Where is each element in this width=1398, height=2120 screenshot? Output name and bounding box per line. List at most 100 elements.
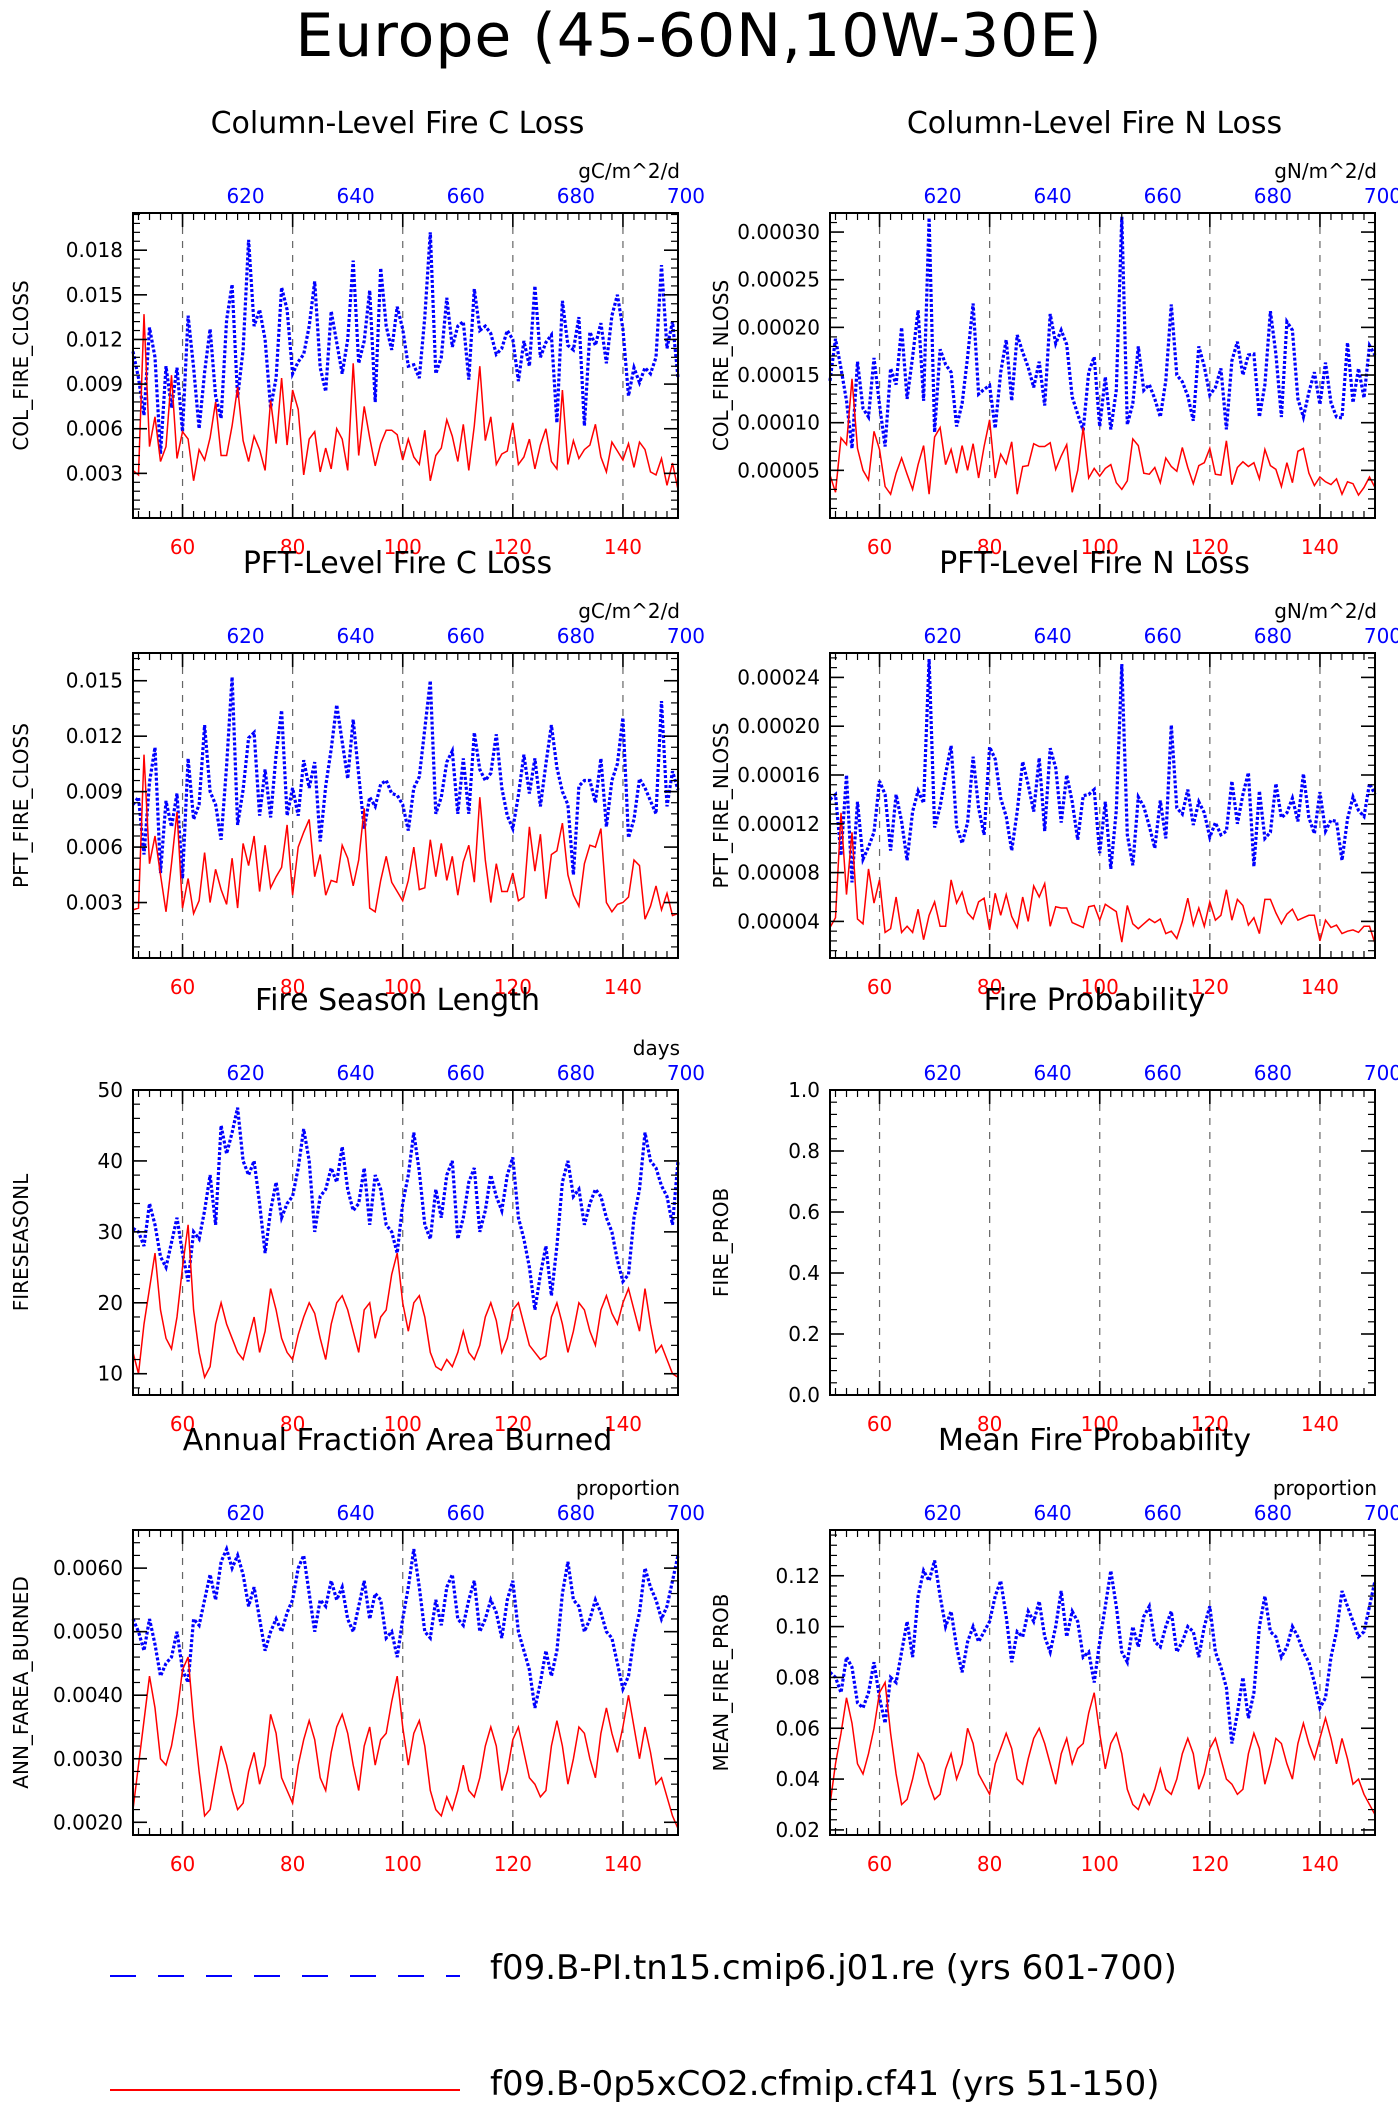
x-tick-label-top: 620 xyxy=(923,624,961,648)
series-line-case2 xyxy=(132,314,679,490)
x-tick-label-top: 700 xyxy=(667,624,705,648)
x-tick-label-top: 640 xyxy=(1034,184,1072,208)
x-tick-label-bottom: 60 xyxy=(170,975,195,999)
x-tick-label-bottom: 120 xyxy=(1191,975,1229,999)
y-tick-label: 0.8 xyxy=(788,1139,820,1163)
y-tick-label: 0.00015 xyxy=(737,363,820,387)
x-tick-label-top: 680 xyxy=(557,1061,595,1085)
x-tick-label-top: 700 xyxy=(667,1061,705,1085)
x-tick-label-bottom: 100 xyxy=(1081,975,1119,999)
y-tick-label: 0.00012 xyxy=(737,812,820,836)
y-tick-label: 0.012 xyxy=(66,724,123,748)
x-tick-label-top: 660 xyxy=(1144,1061,1182,1085)
x-tick-label-bottom: 60 xyxy=(170,1412,195,1436)
chart-pft-level-fire-n-loss: PFT-Level Fire N Loss gN/m^2/d 60 620 80 640 1… xyxy=(709,546,1398,999)
x-tick-label-top: 680 xyxy=(1254,1061,1292,1085)
units-label: gC/m^2/d xyxy=(578,159,680,183)
x-tick-label-bottom: 60 xyxy=(867,1412,892,1436)
chart-fire-season-length: Fire Season Length days 60 620 80 640 100 660 12… xyxy=(9,983,705,1436)
x-tick-label-top: 700 xyxy=(667,1501,705,1525)
y-tick-label: 10 xyxy=(98,1362,123,1386)
y-tick-label: 0.0040 xyxy=(53,1683,123,1707)
x-tick-label-top: 700 xyxy=(1364,1501,1398,1525)
series-line-case2 xyxy=(132,754,679,920)
x-tick-label-top: 660 xyxy=(447,184,485,208)
series-line-case1 xyxy=(828,1560,1377,1744)
x-tick-label-bottom: 60 xyxy=(867,535,892,559)
series-line-case2 xyxy=(829,378,1376,497)
x-tick-label-top: 700 xyxy=(1364,1061,1398,1085)
x-tick-label-top: 680 xyxy=(557,624,595,648)
x-tick-label-bottom: 140 xyxy=(1301,975,1339,999)
chart-title: Fire Season Length xyxy=(255,983,540,1018)
x-tick-label-bottom: 140 xyxy=(1301,535,1339,559)
plot-frame xyxy=(829,1089,1376,1396)
x-tick-label-top: 640 xyxy=(337,184,375,208)
y-axis-title: COL_FIRE_CLOSS xyxy=(9,280,33,450)
x-tick-label-top: 620 xyxy=(226,624,264,648)
x-tick-label-top: 620 xyxy=(226,1501,264,1525)
x-tick-label-bottom: 100 xyxy=(384,1412,422,1436)
x-tick-label-top: 640 xyxy=(1034,1501,1072,1525)
y-tick-label: 50 xyxy=(98,1078,123,1102)
y-tick-label: 0.0 xyxy=(788,1383,820,1407)
y-tick-label: 0.015 xyxy=(66,283,123,307)
x-tick-label-bottom: 100 xyxy=(1081,535,1119,559)
chart-title: PFT-Level Fire C Loss xyxy=(243,546,552,581)
y-tick-label: 0.10 xyxy=(775,1615,820,1639)
y-tick-label: 0.003 xyxy=(66,461,123,485)
y-tick-label: 0.00024 xyxy=(737,665,820,689)
x-tick-label-bottom: 120 xyxy=(494,535,532,559)
x-tick-label-top: 640 xyxy=(337,1501,375,1525)
x-tick-label-bottom: 60 xyxy=(170,535,195,559)
x-tick-label-bottom: 80 xyxy=(280,1412,305,1436)
x-tick-label-bottom: 60 xyxy=(867,975,892,999)
x-tick-label-top: 660 xyxy=(1144,184,1182,208)
y-tick-label: 0.009 xyxy=(66,372,123,396)
y-tick-label: 0.06 xyxy=(775,1716,820,1740)
units-label: days xyxy=(633,1036,680,1060)
y-tick-label: 0.012 xyxy=(66,327,123,351)
plot-frame xyxy=(132,1529,679,1836)
plot-frame xyxy=(829,1529,1376,1836)
x-tick-label-top: 640 xyxy=(1034,624,1072,648)
x-tick-label-bottom: 120 xyxy=(1191,1852,1229,1876)
chart-column-level-fire-n-loss: Column-Level Fire N Loss gN/m^2/d 60 620 80 6… xyxy=(709,106,1398,559)
y-axis-title: FIRE_PROB xyxy=(709,1188,733,1297)
x-tick-label-bottom: 100 xyxy=(384,975,422,999)
x-tick-label-bottom: 80 xyxy=(977,1412,1002,1436)
units-label: gN/m^2/d xyxy=(1274,159,1377,183)
x-tick-label-top: 700 xyxy=(1364,624,1398,648)
x-tick-label-top: 640 xyxy=(337,624,375,648)
chart-fire-probability: Fire Probability 60 620 80 640 100 660 120 680 14… xyxy=(709,983,1398,1436)
x-tick-label-top: 660 xyxy=(1144,1501,1182,1525)
x-tick-label-bottom: 60 xyxy=(170,1852,195,1876)
units-label: proportion xyxy=(1273,1476,1377,1500)
x-tick-label-top: 620 xyxy=(923,1061,961,1085)
x-tick-label-bottom: 120 xyxy=(1191,1412,1229,1436)
y-tick-label: 0.02 xyxy=(775,1818,820,1842)
chart-mean-fire-probability: Mean Fire Probability proportion 60 620 80 64… xyxy=(709,1423,1398,1876)
x-tick-label-bottom: 140 xyxy=(1301,1852,1339,1876)
series-line-case2 xyxy=(132,1224,679,1380)
y-tick-label: 0.00004 xyxy=(737,909,820,933)
y-tick-label: 0.003 xyxy=(66,891,123,915)
x-tick-label-top: 660 xyxy=(447,624,485,648)
chart-annual-fraction-area-burned: Annual Fraction Area Burned proportion 60 6… xyxy=(9,1423,705,1876)
series-line-case1 xyxy=(131,1544,680,1709)
y-tick-label: 0.00025 xyxy=(737,268,820,292)
chart-title: Annual Fraction Area Burned xyxy=(183,1423,613,1458)
x-tick-label-bottom: 120 xyxy=(1191,535,1229,559)
x-tick-label-top: 680 xyxy=(1254,1501,1292,1525)
y-tick-label: 0.00020 xyxy=(737,315,820,339)
series-line-case2 xyxy=(829,1680,1376,1816)
series-line-case1 xyxy=(828,659,1377,883)
x-tick-label-bottom: 100 xyxy=(384,1852,422,1876)
x-tick-label-bottom: 120 xyxy=(494,975,532,999)
chart-pft-level-fire-c-loss: PFT-Level Fire C Loss gC/m^2/d 60 620 80 640 1… xyxy=(9,546,705,999)
y-tick-label: 0.015 xyxy=(66,669,123,693)
series-line-case2 xyxy=(829,812,1376,944)
y-tick-label: 0.00008 xyxy=(737,861,820,885)
y-tick-label: 0.0020 xyxy=(53,1810,123,1834)
chart-title: Mean Fire Probability xyxy=(938,1423,1251,1458)
